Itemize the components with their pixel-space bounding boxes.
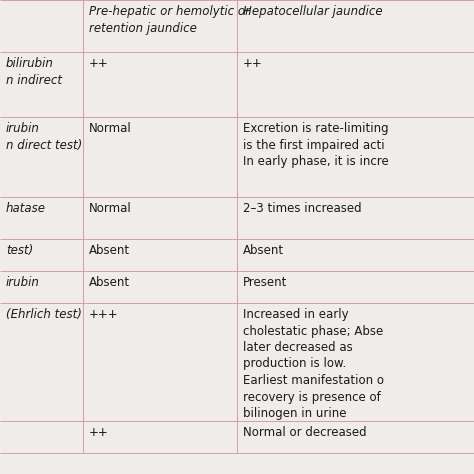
Bar — [83, 421, 237, 453]
Bar — [237, 271, 474, 303]
Bar — [0, 197, 83, 239]
Bar — [0, 271, 83, 303]
Bar — [83, 117, 237, 197]
Text: +++: +++ — [89, 308, 118, 321]
Text: test): test) — [6, 244, 33, 257]
Bar — [83, 271, 237, 303]
Bar — [83, 197, 237, 239]
Text: Increased in early
cholestatic phase; Abse
later decreased as
production is low.: Increased in early cholestatic phase; Ab… — [243, 308, 384, 420]
Bar — [237, 117, 474, 197]
Bar — [0, 421, 83, 453]
Bar — [0, 117, 83, 197]
Text: Normal or decreased: Normal or decreased — [243, 426, 366, 439]
Bar — [83, 239, 237, 271]
Text: Absent: Absent — [243, 244, 284, 257]
Text: Excretion is rate-limiting
is the first impaired acti
In early phase, it is incr: Excretion is rate-limiting is the first … — [243, 122, 389, 168]
Text: irubin: irubin — [6, 276, 40, 289]
Text: Pre-hepatic or hemolytic or
retention jaundice: Pre-hepatic or hemolytic or retention ja… — [89, 5, 250, 35]
Bar — [0, 303, 83, 421]
Text: Absent: Absent — [89, 276, 130, 289]
Text: ++: ++ — [89, 57, 109, 70]
Bar — [83, 0, 237, 52]
Bar — [0, 52, 83, 117]
Text: Present: Present — [243, 276, 287, 289]
Text: Normal: Normal — [89, 122, 132, 135]
Text: Normal: Normal — [89, 202, 132, 215]
Text: hatase: hatase — [6, 202, 46, 215]
Bar — [237, 52, 474, 117]
Bar — [83, 52, 237, 117]
Bar — [237, 0, 474, 52]
Bar — [83, 303, 237, 421]
Text: (Ehrlich test): (Ehrlich test) — [6, 308, 82, 321]
Text: ++: ++ — [243, 57, 263, 70]
Bar — [237, 421, 474, 453]
Text: bilirubin
n indirect: bilirubin n indirect — [6, 57, 62, 86]
Text: ++: ++ — [89, 426, 109, 439]
Text: irubin
n direct test): irubin n direct test) — [6, 122, 82, 152]
Bar — [237, 197, 474, 239]
Text: 2–3 times increased: 2–3 times increased — [243, 202, 362, 215]
Bar — [0, 239, 83, 271]
Bar — [0, 0, 83, 52]
Text: Absent: Absent — [89, 244, 130, 257]
Bar — [237, 239, 474, 271]
Bar — [237, 303, 474, 421]
Text: Hepatocellular jaundice: Hepatocellular jaundice — [243, 5, 383, 18]
